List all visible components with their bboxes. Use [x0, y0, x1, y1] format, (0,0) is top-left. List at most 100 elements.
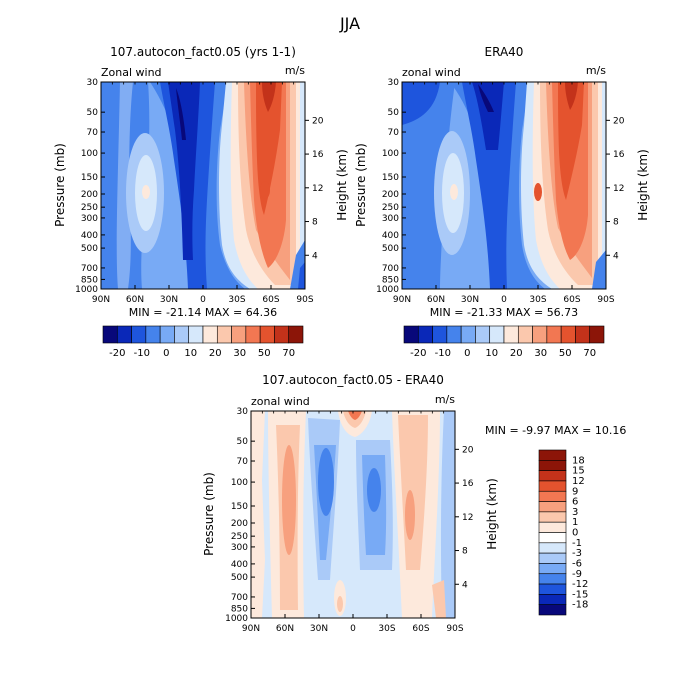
panel-era40-ytick-label: 300 [382, 214, 399, 224]
panel-era40-ytick-label: 100 [382, 149, 399, 159]
panel-era40-ytick-label: 50 [388, 108, 400, 118]
panel-difference-colorbar-swatch [538, 604, 567, 616]
panel-era40-xtick-label: 30S [529, 295, 546, 305]
panel-difference-colorbar-swatch [538, 511, 567, 523]
panel-era40-ytick-label: 150 [382, 173, 399, 183]
panel-difference-colorbar-swatch [538, 532, 567, 544]
panel-era40-colorbar-label: -20 [410, 348, 426, 359]
panel-difference-colorbar-label: 15 [572, 466, 585, 477]
panel-era40-ytick-label: 70 [388, 128, 400, 138]
panel-era40-colorbar-label: 50 [559, 348, 572, 359]
panel-difference-axes: 3050701001502002503004005007008501000481… [225, 407, 474, 634]
panel-model-ylabel: Pressure (mb) [53, 143, 67, 227]
panel-model-stats: MIN = -21.14 MAX = 64.36 [129, 306, 277, 319]
panel-era40-xtick-label: 60S [563, 295, 580, 305]
panel-difference-colorbar-swatch [538, 501, 567, 513]
panel-era40-colorbar-label: 20 [510, 348, 523, 359]
panel-era40-colorbar-swatch [403, 325, 419, 344]
panel-difference-colorbar-swatch [538, 573, 567, 585]
panel-difference-ytick-label: 70 [237, 457, 249, 467]
panel-difference-height-tick-label: 8 [462, 547, 468, 557]
panel-model-colorbar-label: 20 [209, 348, 222, 359]
panel-era40-axes: 3050701001502002503004005007008501000481… [376, 78, 625, 305]
panel-model: 107.autocon_fact0.05 (yrs 1-1) Zonal win… [53, 45, 349, 359]
panel-model-units: m/s [285, 64, 305, 77]
panel-era40-colorbar: -20 -10 0 10 20 30 50 70 [403, 325, 605, 359]
panel-era40-colorbar-swatch [546, 325, 562, 344]
panel-difference-ytick-label: 50 [237, 437, 249, 447]
panel-era40-colorbar-swatch [475, 325, 491, 344]
panel-model-ytick-label: 70 [87, 128, 99, 138]
panel-difference-colorbar-label: -12 [572, 579, 588, 590]
panel-model-height-tick-label: 8 [312, 218, 318, 228]
panel-model-colorbar-swatch [188, 325, 204, 344]
panel-model-colorbar-label: 70 [282, 348, 295, 359]
panel-model-colorbar-swatch [245, 325, 261, 344]
panel-difference-xtick-label: 30N [310, 624, 328, 634]
panel-difference-ytick-label: 30 [237, 407, 249, 417]
panel-era40-ytick-label: 400 [382, 231, 399, 241]
panel-era40-colorbar-swatch [460, 325, 476, 344]
panel-difference-ytick-label: 400 [231, 560, 248, 570]
panel-era40-colorbar-swatch [417, 325, 433, 344]
panel-era40-colorbar-swatch [575, 325, 591, 344]
panel-era40-colorbar-swatch [560, 325, 576, 344]
panel-difference-colorbar-swatch [538, 470, 567, 482]
panel-difference-colorbar-label: -3 [572, 548, 582, 559]
panel-difference-colorbar-label: 3 [572, 507, 578, 518]
panel-model-colorbar: -20 -10 0 10 20 30 50 70 [102, 325, 304, 359]
panel-era40-xtick-label: 90N [393, 295, 411, 305]
panel-model-xtick-label: 30N [160, 295, 178, 305]
panel-difference-colorbar-label: 6 [572, 497, 578, 508]
panel-model-ytick-label: 700 [81, 264, 98, 274]
panel-model-colorbar-swatch [288, 325, 304, 344]
panel-era40-field [402, 82, 606, 289]
panel-era40-ylabel-right: Height (km) [636, 149, 650, 220]
panel-model-colorbar-swatch [145, 325, 161, 344]
panel-model-colorbar-label: 30 [233, 348, 246, 359]
panel-model-ytick-label: 400 [81, 231, 98, 241]
panel-model-ytick-label: 300 [81, 214, 98, 224]
panel-model-colorbar-label: 50 [258, 348, 271, 359]
panel-era40-colorbar-swatch [432, 325, 448, 344]
panel-model-ytick-label: 250 [81, 203, 98, 213]
panel-difference-xtick-label: 90S [446, 624, 463, 634]
panel-difference-colorbar-label: -6 [572, 558, 582, 569]
panel-difference-colorbar-swatch [538, 490, 567, 502]
panel-era40-colorbar-label: 30 [534, 348, 547, 359]
panel-model-variable-label: Zonal wind [101, 66, 162, 79]
panel-difference-colorbar-label: -15 [572, 589, 588, 600]
panel-era40-ytick-label: 700 [382, 264, 399, 274]
panel-model-colorbar-swatch [131, 325, 147, 344]
panel-difference-colorbar-swatch [538, 542, 567, 554]
panel-model-ytick-label: 200 [81, 190, 98, 200]
panel-era40-xtick-label: 0 [501, 295, 507, 305]
panel-difference-height-tick-label: 4 [462, 580, 468, 590]
panel-model-title: 107.autocon_fact0.05 (yrs 1-1) [110, 45, 296, 59]
panel-difference-colorbar-swatch [538, 449, 567, 461]
panel-model-ylabel-right: Height (km) [335, 149, 349, 220]
panel-model-height-tick-label: 20 [312, 116, 324, 126]
panel-model-ytick-label: 30 [87, 78, 99, 88]
panel-era40-variable-label: zonal wind [402, 66, 461, 79]
panel-difference-height-tick-label: 12 [462, 513, 473, 523]
panel-difference-ytick-label: 150 [231, 502, 248, 512]
panel-difference-colorbar-label: 12 [572, 476, 585, 487]
panel-model-colorbar-swatch [159, 325, 175, 344]
panel-era40-ytick-label: 1000 [376, 285, 399, 295]
panel-model-xtick-label: 60N [126, 295, 144, 305]
panel-era40-height-tick-label: 4 [613, 251, 619, 261]
panel-era40-title: ERA40 [485, 45, 524, 59]
panel-era40-height-tick-label: 16 [613, 150, 625, 160]
panel-difference-ytick-label: 250 [231, 532, 248, 542]
panel-model-colorbar-label: -10 [134, 348, 150, 359]
panel-model-colorbar-swatch [116, 325, 132, 344]
panel-difference-colorbar-label: 9 [572, 486, 578, 497]
panel-era40-colorbar-swatch [532, 325, 548, 344]
panel-era40-ytick-label: 200 [382, 190, 399, 200]
panel-difference-colorbar-swatch [538, 594, 567, 605]
panel-difference-xtick-label: 0 [350, 624, 356, 634]
